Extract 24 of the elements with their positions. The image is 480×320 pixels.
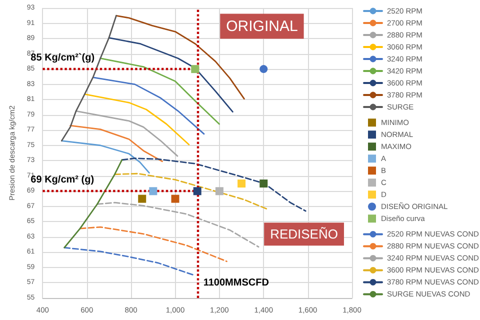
point bbox=[193, 187, 202, 196]
line-series bbox=[75, 110, 178, 157]
point bbox=[191, 65, 200, 74]
line-series bbox=[108, 37, 234, 112]
line-series bbox=[84, 94, 190, 146]
line-series bbox=[100, 58, 220, 125]
line-series bbox=[70, 124, 163, 162]
point bbox=[138, 194, 146, 203]
point bbox=[171, 194, 180, 203]
point bbox=[260, 65, 268, 74]
line-series bbox=[121, 158, 306, 212]
point bbox=[215, 187, 224, 196]
line-series bbox=[114, 172, 269, 210]
line-series bbox=[64, 246, 195, 276]
point bbox=[149, 187, 158, 196]
line-series bbox=[79, 226, 228, 262]
annotation: ORIGINAL bbox=[226, 18, 298, 35]
point bbox=[238, 180, 246, 188]
annotation: REDISEÑO bbox=[270, 226, 338, 242]
point bbox=[260, 180, 268, 188]
line-series bbox=[96, 202, 260, 248]
line-series bbox=[60, 140, 150, 174]
ref-line-label: 1100MMSCFD bbox=[203, 278, 269, 288]
line-series bbox=[92, 76, 205, 135]
